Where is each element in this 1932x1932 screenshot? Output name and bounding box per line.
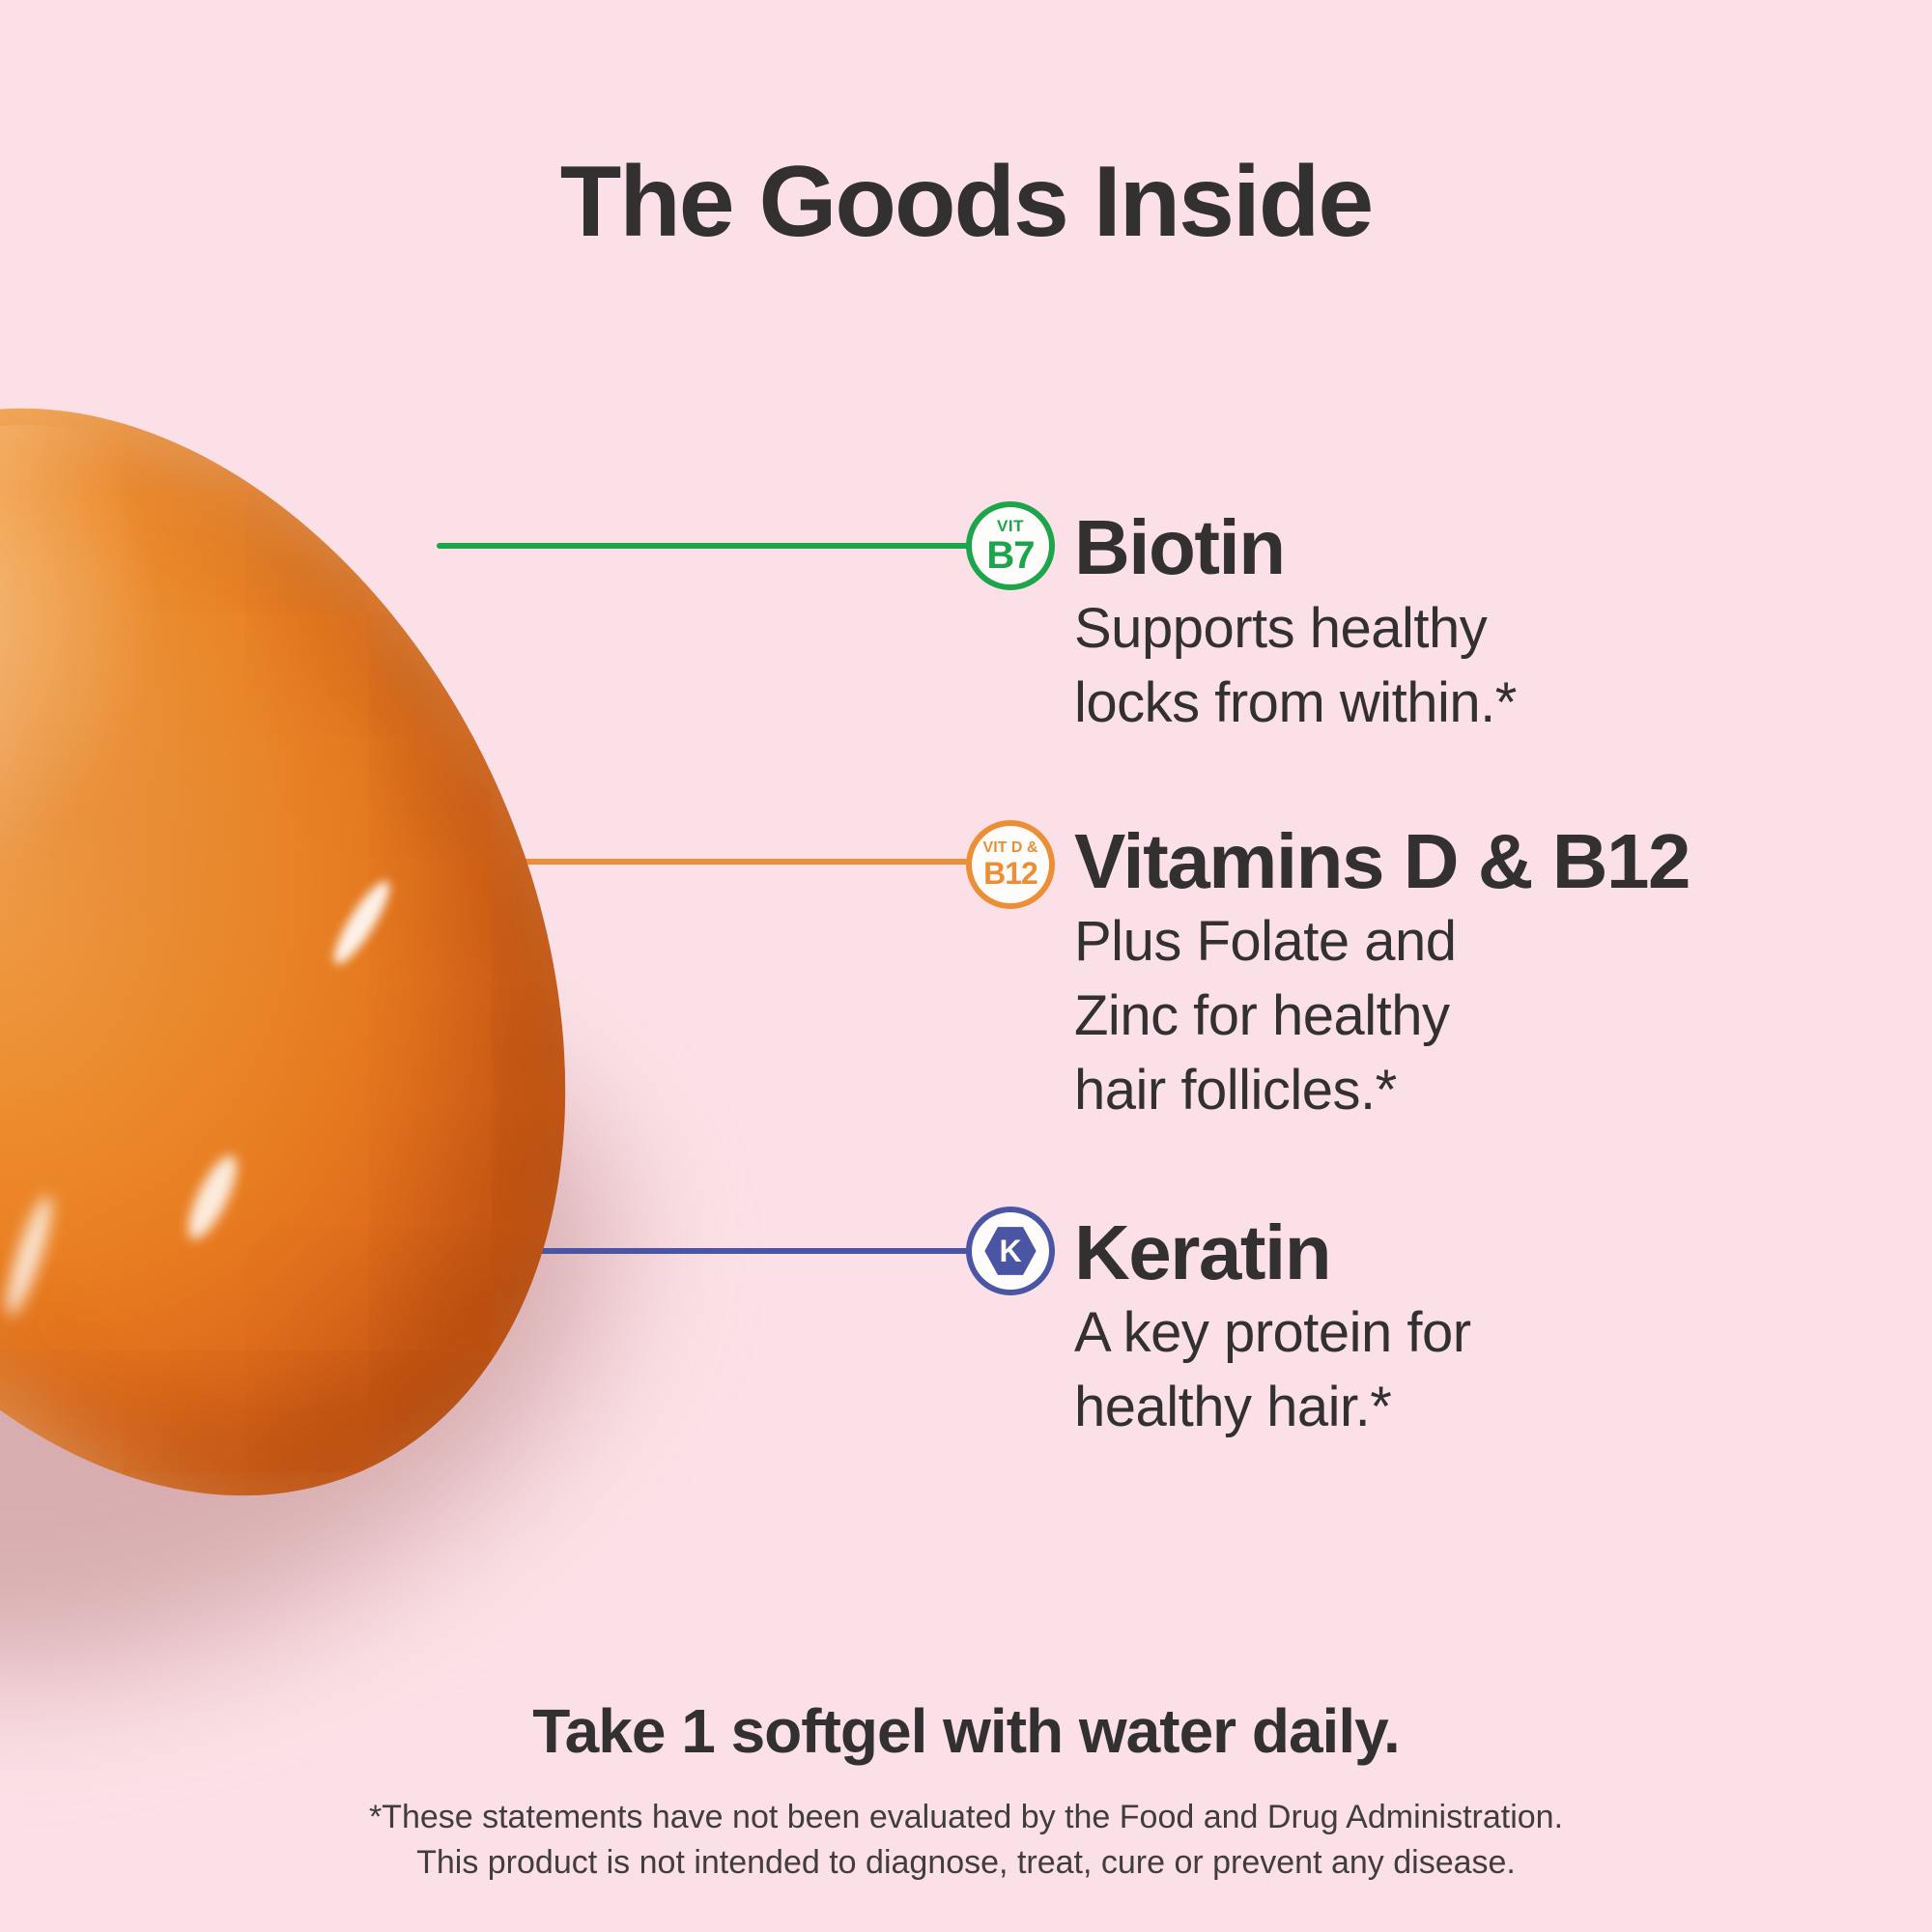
disclaimer-line: *These statements have not been evaluate… [368, 1799, 1564, 1835]
body-line: hair follicles.* [1074, 1059, 1397, 1122]
dosage-instruction: Take 1 softgel with water daily. [532, 1696, 1400, 1766]
body-line: Plus Folate and [1074, 910, 1457, 973]
body-line: healthy hair.* [1074, 1376, 1392, 1438]
vitamin-d-b12-badge-icon: VIT D & B12 [966, 820, 1055, 909]
badge-top-label: VIT [997, 516, 1024, 535]
keratin-hexagon-icon: K [984, 1227, 1037, 1275]
callout-title-keratin: Keratin [1074, 1209, 1332, 1295]
badge-main-label: B7 [986, 533, 1035, 577]
body-line: locks from within.* [1074, 671, 1517, 734]
page-title: The Goods Inside [559, 146, 1375, 258]
callout-body-keratin: A key protein for healthy hair.* [1074, 1295, 1471, 1444]
connector-line-keratin [269, 1248, 970, 1254]
keratin-badge-icon: K [966, 1207, 1055, 1295]
vitamin-b7-badge-icon: VIT B7 [966, 501, 1055, 590]
callout-body-biotin: Supports healthy locks from within.* [1074, 591, 1517, 740]
softgel-capsule-image [0, 270, 730, 1634]
connector-line-vitamins [475, 859, 970, 865]
callout-title-vitamins: Vitamins D & B12 [1074, 818, 1690, 904]
connector-line-biotin [437, 543, 970, 549]
badge-main-label: B12 [983, 856, 1038, 891]
body-line: Zinc for healthy [1074, 984, 1450, 1047]
callout-body-vitamins: Plus Folate and Zinc for healthy hair fo… [1074, 904, 1457, 1127]
fda-disclaimer: *These statements have not been evaluate… [0, 1795, 1932, 1886]
disclaimer-line: This product is not intended to diagnose… [416, 1844, 1516, 1881]
badge-main-label: K [999, 1234, 1022, 1268]
badge-top-label: VIT D & [982, 839, 1038, 856]
body-line: Supports healthy [1074, 597, 1488, 660]
callout-title-biotin: Biotin [1074, 504, 1286, 590]
body-line: A key protein for [1074, 1301, 1471, 1364]
